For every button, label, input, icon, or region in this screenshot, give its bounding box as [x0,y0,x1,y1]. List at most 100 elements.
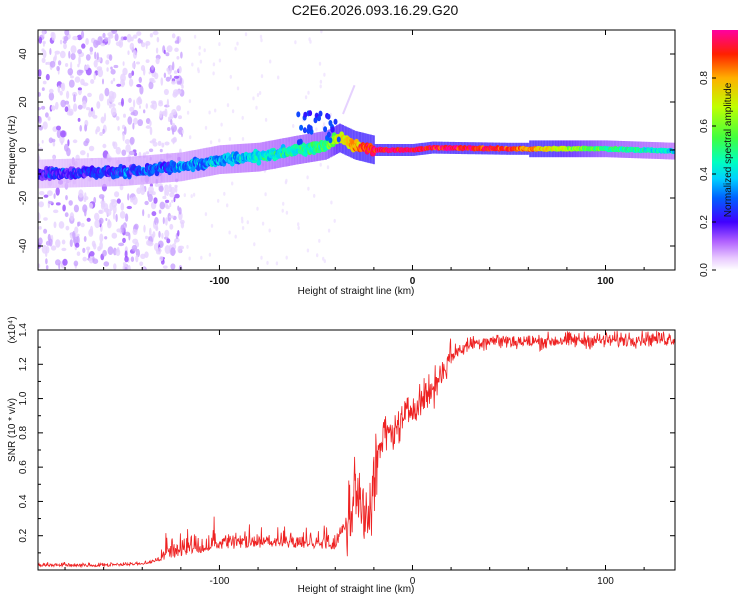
noise-speckle [64,143,69,152]
noise-speckle [140,253,146,259]
noise-speckle [70,52,76,61]
noise-speckle [66,90,70,99]
noise-speckle [155,57,160,65]
noise-speckle [43,228,48,234]
y-tick-label: 0.8 [18,425,29,439]
noise-speckle [120,36,125,41]
noise-speckle [139,105,141,109]
noise-speckle [75,242,80,248]
noise-speckle [124,126,127,135]
noise-speckle [151,80,156,83]
noise-speckle [45,265,49,270]
noise-speckle [228,230,231,235]
noise-speckle [241,115,244,120]
noise-speckle [173,75,180,79]
noise-speckle [49,48,52,55]
noise-speckle [180,51,183,59]
noise-speckle [153,197,158,204]
noise-speckle [144,200,149,206]
noise-speckle [43,217,48,221]
noise-speckle [203,48,206,53]
noise-speckle [79,125,82,132]
noise-speckle [83,140,89,147]
noise-speckle [307,90,310,95]
noise-speckle [53,209,59,214]
noise-speckle [107,218,111,226]
noise-speckle [50,245,57,251]
noise-speckle [282,201,285,206]
noise-speckle [74,76,81,83]
noise-speckle [161,110,167,116]
noise-speckle [149,33,153,38]
noise-speckle [106,98,110,106]
noise-speckle [93,72,96,81]
noise-speckle [155,47,159,54]
noise-speckle [80,222,85,228]
noise-speckle [142,209,145,217]
noise-speckle [127,50,130,55]
noise-speckle [102,128,105,134]
noise-speckle [102,78,104,85]
noise-speckle [171,109,177,116]
noise-speckle [119,211,126,219]
x-tick-label: 100 [597,576,614,587]
noise-speckle [112,141,115,147]
noise-speckle [158,230,161,238]
noise-speckle [65,195,68,201]
noise-speckle [54,50,61,55]
noise-speckle [148,81,154,90]
noise-speckle [77,87,82,91]
y-tick-label: 1.4 [18,323,29,337]
noise-speckle [120,73,126,83]
noise-speckle [59,39,63,45]
noise-speckle [258,91,262,95]
y-tick-label: 20 [18,96,29,108]
noise-speckle [41,105,46,110]
noise-speckle [188,256,191,261]
noise-speckle [220,122,223,127]
noise-speckle [99,241,103,250]
noise-speckle [156,36,160,43]
noise-speckle [135,254,139,263]
noise-speckle [131,62,136,69]
noise-speckle [240,216,244,221]
noise-speckle [145,43,148,50]
noise-speckle [246,220,249,225]
noise-speckle [319,84,322,89]
noise-speckle [150,100,157,105]
noise-speckle [48,200,54,205]
noise-speckle [77,117,81,122]
noise-speckle [277,75,280,80]
noise-speckle [313,193,316,198]
noise-speckle [128,72,133,79]
noise-speckle [64,106,69,113]
spectrogram-x-axis-label: Height of straight line (km) [298,286,415,297]
noise-speckle [61,247,67,252]
noise-speckle [38,263,41,269]
noise-speckle [48,92,55,101]
noise-speckle [136,187,142,195]
noise-speckle [209,140,213,145]
noise-speckle [137,38,142,44]
noise-speckle [309,39,312,44]
noise-speckle [261,221,265,226]
noise-speckle [69,239,73,248]
x-tick-label: -100 [209,276,229,287]
noise-speckle [130,111,136,116]
noise-speckle [122,61,125,66]
noise-speckle [115,213,118,223]
noise-speckle [163,72,167,79]
y-tick-label: 0.6 [18,460,29,474]
noise-speckle [316,253,319,258]
noise-speckle [139,183,145,191]
ridge-point [326,131,331,138]
noise-speckle [172,61,175,71]
noise-speckle [60,83,64,90]
noise-speckle [92,258,99,265]
noise-speckle [136,84,142,88]
noise-speckle [72,139,78,144]
noise-speckle [197,67,200,72]
noise-speckle [93,243,97,250]
ridge-point [296,139,301,146]
noise-speckle [57,60,62,66]
